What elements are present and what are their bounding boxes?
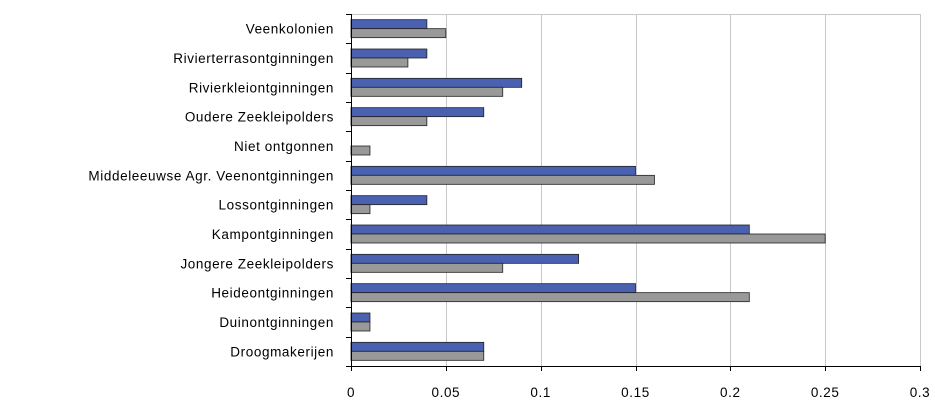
bar-series-1	[350, 224, 750, 235]
bar-series-2	[350, 28, 447, 39]
bar-series-1	[350, 283, 636, 294]
bar-series-2	[350, 204, 371, 215]
bar-series-1	[350, 48, 428, 59]
bar-series-2	[350, 350, 485, 361]
bar-series-2	[350, 262, 504, 273]
category-label: Jongere Zeekleipolders	[180, 256, 334, 271]
bar-series-1	[350, 19, 428, 30]
x-tick-label: 0.25	[811, 385, 840, 400]
category-label: Kampontginningen	[212, 227, 334, 242]
x-tick-label: 0.1	[530, 385, 551, 400]
bar-series-2	[350, 145, 371, 156]
bar-series-1	[350, 253, 580, 264]
bar-series-1	[350, 77, 523, 88]
axes	[346, 14, 921, 371]
bar-series-2	[350, 174, 655, 185]
bar-series-1	[350, 195, 428, 206]
category-label: Duinontginningen	[219, 315, 334, 330]
bars	[350, 19, 826, 361]
category-label: Rivierkleiontginningen	[189, 80, 334, 95]
x-tick-label: 0.2	[720, 385, 741, 400]
bar-series-2	[350, 86, 504, 97]
category-labels: Veenkolonien Rivierterrasontginningen Rivi…	[88, 22, 334, 360]
x-tick-label: 0.15	[621, 385, 650, 400]
bar-series-2	[350, 321, 371, 332]
bar-series-1	[350, 341, 485, 352]
category-label: Veenkolonien	[246, 22, 334, 37]
bar-series-1	[350, 312, 371, 323]
category-label: Lossontginningen	[219, 198, 334, 213]
bar-series-1	[350, 107, 485, 118]
category-label: Heideontginningen	[211, 286, 334, 301]
bar-series-2	[350, 116, 428, 127]
bar-series-2	[350, 233, 826, 244]
category-label: Droogmakerijen	[230, 344, 334, 359]
category-label: Rivierterrasontginningen	[173, 51, 334, 66]
x-tick-label: 0.05	[431, 385, 460, 400]
x-tick-label: 0	[347, 385, 355, 400]
category-label: Oudere Zeekleipolders	[185, 110, 334, 125]
category-label: Middeleeuwse Agr. Veenontginningen	[88, 168, 334, 183]
bar-series-2	[350, 292, 750, 303]
category-label: Niet ontgonnen	[234, 139, 334, 154]
x-tick-labels: 0 0.05 0.1 0.15 0.2 0.25 0.3	[347, 385, 930, 400]
gridlines	[351, 14, 921, 367]
bar-series-2	[350, 57, 409, 68]
x-tick-label: 0.3	[910, 385, 931, 400]
bar-series-1	[350, 165, 636, 176]
